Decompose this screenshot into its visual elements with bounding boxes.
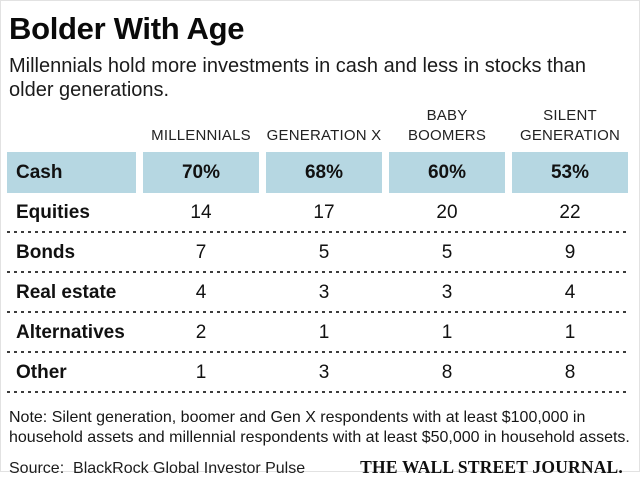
table-row-alternatives: Alternatives 2 1 1 1 bbox=[7, 313, 629, 353]
subtitle: Millennials hold more investments in cas… bbox=[9, 55, 586, 101]
cell-value: 3 bbox=[318, 282, 330, 303]
cell-value: 53% bbox=[512, 152, 628, 193]
cell-value: 4 bbox=[564, 282, 576, 303]
table-row-real-estate: Real estate 4 3 3 4 bbox=[7, 273, 629, 313]
row-label: Other bbox=[16, 362, 67, 383]
source-line: Source: BlackRock Global Investor Pulse bbox=[9, 460, 306, 477]
row-label: Cash bbox=[7, 152, 136, 193]
column-header-silent-generation: SILENT GENERATION bbox=[512, 106, 628, 152]
table-row-cash: Cash 70% 68% 60% 53% bbox=[7, 152, 629, 193]
cell-value: 8 bbox=[441, 362, 453, 383]
column-header-spacer bbox=[7, 106, 136, 152]
cell-value: 2 bbox=[195, 322, 207, 343]
cell-value: 68% bbox=[266, 152, 382, 193]
row-label: Bonds bbox=[16, 242, 76, 263]
row-label: Alternatives bbox=[16, 322, 125, 343]
column-header-baby-boomers: BABY BOOMERS bbox=[389, 106, 505, 152]
column-header-label: GENERATION X bbox=[266, 126, 382, 144]
footer: Source: BlackRock Global Investor Pulse … bbox=[9, 457, 631, 478]
cell-value: 5 bbox=[318, 242, 330, 263]
cell-value: 3 bbox=[441, 282, 453, 303]
row-label: Equities bbox=[16, 202, 90, 223]
wsj-credit: THE WALL STREET JOURNAL. bbox=[360, 457, 623, 477]
cell-value: 17 bbox=[313, 202, 335, 223]
cell-value: 8 bbox=[564, 362, 576, 383]
cell-value: 14 bbox=[190, 202, 212, 223]
cell-value: 1 bbox=[564, 322, 576, 343]
cell-value: 7 bbox=[195, 242, 207, 263]
cell-value: 5 bbox=[441, 242, 453, 263]
column-header-millennials: MILLENNIALS bbox=[143, 106, 259, 152]
cell-value: 1 bbox=[441, 322, 453, 343]
table-row-bonds: Bonds 7 5 5 9 bbox=[7, 233, 629, 273]
column-header-generation-x: GENERATION X bbox=[266, 106, 382, 152]
cell-value: 22 bbox=[559, 202, 581, 223]
column-header-label: SILENT bbox=[543, 107, 597, 124]
column-header-label: GENERATION bbox=[519, 126, 621, 144]
cell-value: 20 bbox=[436, 202, 458, 223]
cell-value: 60% bbox=[389, 152, 505, 193]
column-header-label: BOOMERS bbox=[407, 126, 487, 144]
column-header-row: MILLENNIALS GENERATION X BABY BOOMERS SI… bbox=[7, 106, 629, 152]
column-header-label: BABY bbox=[426, 107, 468, 124]
table-row-other: Other 1 3 8 8 bbox=[7, 353, 629, 393]
page-title: Bolder With Age bbox=[9, 11, 245, 46]
cell-value: 4 bbox=[195, 282, 207, 303]
column-header-label: MILLENNIALS bbox=[151, 126, 251, 144]
cell-value: 3 bbox=[318, 362, 330, 383]
cell-value: 1 bbox=[195, 362, 207, 383]
cell-value: 70% bbox=[143, 152, 259, 193]
cell-value: 1 bbox=[318, 322, 330, 343]
table-row-equities: Equities 14 17 20 22 bbox=[7, 193, 629, 233]
footnote: Note: Silent generation, boomer and Gen … bbox=[9, 409, 630, 446]
row-label: Real estate bbox=[16, 282, 117, 303]
cell-value: 9 bbox=[564, 242, 576, 263]
